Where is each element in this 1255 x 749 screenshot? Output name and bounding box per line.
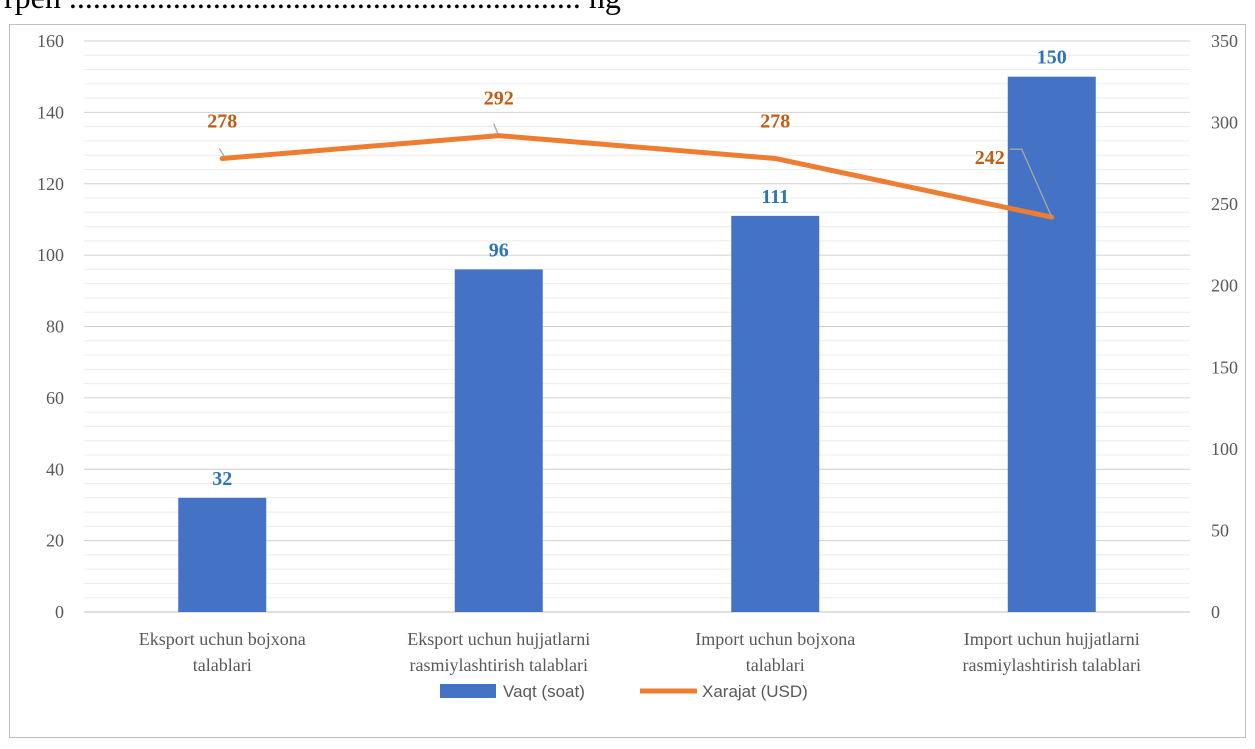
y-left-tick-label: 0 [55,602,64,622]
y-right-tick-label: 150 [1211,357,1238,377]
y-right-tick-label: 50 [1211,520,1229,540]
y-right-tick-label: 100 [1211,439,1238,459]
data-labels: 32 96 111 150 278 292 278 242 [207,47,1067,490]
bar [1007,76,1096,612]
right-axis-ticks: 0 50 100 150 200 250 300 350 [1211,31,1238,622]
bar-data-label: 32 [212,468,232,490]
category-labels: Eksport uchun bojxona talablari Eksport uc… [139,629,1141,675]
y-left-tick-label: 20 [46,531,64,551]
bar [731,215,820,612]
legend: Vaqt (soat) Xarajat (USD) [440,682,808,701]
bar-series [178,76,1096,612]
line-path [219,133,1055,220]
category-label: rasmiylashtirish talablari [963,655,1141,675]
bar [178,497,267,612]
y-right-tick-label: 300 [1211,113,1238,133]
line-data-label: 242 [975,147,1005,169]
y-left-tick-label: 140 [37,102,64,122]
category-label: Import uchun bojxona [695,629,855,649]
chart-frame [9,24,1246,738]
header-fragment: rpen ...................................… [4,0,621,16]
y-left-tick-label: 160 [37,31,64,51]
bar [454,269,543,612]
legend-swatch-bar [440,684,496,698]
category-label: rasmiylashtirish talablari [410,655,588,675]
legend-label-line: Xarajat (USD) [702,682,808,701]
y-left-tick-label: 60 [46,388,64,408]
category-label: talablari [746,655,805,675]
y-left-tick-label: 40 [46,459,64,479]
legend-label-bar: Vaqt (soat) [503,682,585,701]
category-label: Eksport uchun hujjatlarni [407,629,590,649]
left-axis-ticks: 0 20 40 60 80 100 120 140 160 [37,31,64,622]
line-series [219,133,1055,220]
gridlines [84,40,1190,613]
category-label: Eksport uchun bojxona [139,629,306,649]
y-left-tick-label: 120 [37,174,64,194]
line-data-label: 292 [484,88,514,110]
leader-line [1009,148,1053,218]
leader-line [218,148,225,157]
leader-line [493,123,499,134]
category-label: Import uchun hujjatlarni [964,629,1140,649]
y-right-tick-label: 0 [1211,602,1220,622]
line-data-label: 278 [207,110,237,132]
bar-data-label: 111 [761,186,789,208]
y-right-tick-label: 200 [1211,276,1238,296]
y-right-tick-label: 350 [1211,31,1238,51]
y-right-tick-label: 250 [1211,194,1238,214]
y-left-tick-label: 100 [37,245,64,265]
clipped-header-text: rpen ...................................… [0,0,1255,34]
category-label: talablari [193,655,252,675]
bar-data-label: 96 [489,239,509,261]
y-left-tick-label: 80 [46,317,64,337]
line-data-label: 278 [760,110,790,132]
bar-data-label: 150 [1037,47,1067,69]
